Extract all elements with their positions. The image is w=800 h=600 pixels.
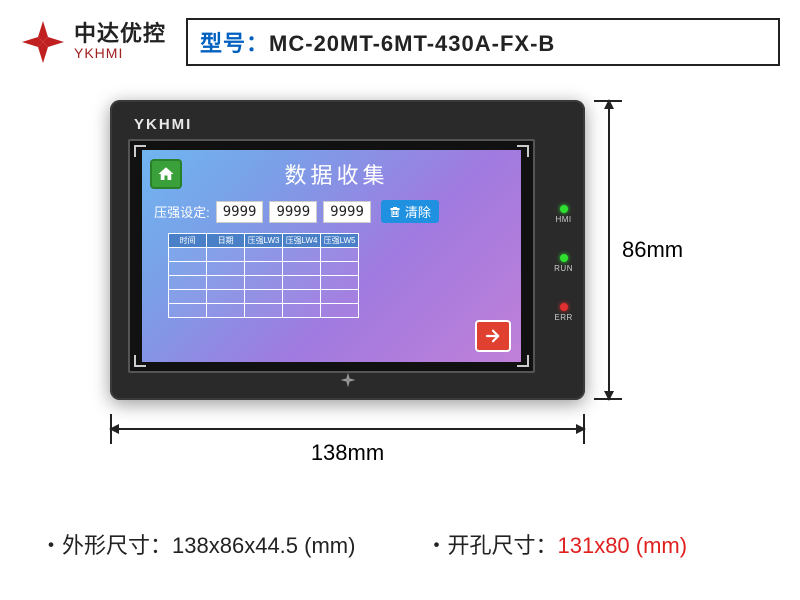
screen-title: 数据收集 bbox=[192, 158, 481, 190]
model-prefix: 型号： bbox=[200, 31, 269, 56]
led-run: RUN bbox=[554, 254, 573, 273]
screen-bezel: 数据收集 压强设定: 9999 9999 9999 清除 bbox=[128, 139, 535, 373]
led-column: HMI RUN ERR bbox=[554, 205, 573, 322]
pressure-value-1[interactable]: 9999 bbox=[216, 201, 264, 223]
brand-logo-block: 中达优控 YKHMI bbox=[20, 19, 166, 65]
pressure-label: 压强设定: bbox=[154, 202, 210, 221]
pressure-setting-row: 压强设定: 9999 9999 9999 清除 bbox=[150, 200, 513, 223]
table-cell bbox=[321, 248, 359, 262]
clear-button[interactable]: 清除 bbox=[381, 200, 439, 223]
home-button[interactable] bbox=[150, 159, 182, 189]
brand-name-cn: 中达优控 bbox=[74, 22, 166, 46]
height-value: 86mm bbox=[622, 237, 683, 263]
table-cell bbox=[283, 290, 321, 304]
pressure-value-3[interactable]: 9999 bbox=[323, 201, 371, 223]
dimension-height: 86mm bbox=[602, 100, 672, 400]
spec-cutout-value: 131x80 (mm) bbox=[557, 533, 687, 558]
device-brand-label: YKHMI bbox=[134, 116, 535, 133]
spec-cutout-label: 开孔尺寸： bbox=[425, 533, 557, 558]
table-cell bbox=[169, 290, 207, 304]
header: 中达优控 YKHMI 型号：MC-20MT-6MT-430A-FX-B bbox=[20, 18, 780, 66]
table-row bbox=[169, 290, 359, 304]
table-row bbox=[169, 304, 359, 318]
table-cell bbox=[245, 304, 283, 318]
table-cell bbox=[207, 248, 245, 262]
led-label: RUN bbox=[554, 264, 573, 273]
table-header: 时间 bbox=[169, 234, 207, 248]
table-header: 压强LW4 bbox=[283, 234, 321, 248]
model-bar: 型号：MC-20MT-6MT-430A-FX-B bbox=[186, 18, 780, 66]
table-cell bbox=[207, 276, 245, 290]
table-cell bbox=[169, 304, 207, 318]
dimension-width: 138mm bbox=[110, 410, 585, 480]
led-label: ERR bbox=[554, 313, 572, 322]
device-ornament-icon bbox=[339, 371, 357, 394]
table-cell bbox=[207, 304, 245, 318]
table-cell bbox=[245, 290, 283, 304]
table-cell bbox=[245, 248, 283, 262]
arrow-right-icon bbox=[483, 327, 503, 345]
table-cell bbox=[169, 262, 207, 276]
table-cell bbox=[169, 248, 207, 262]
table-cell bbox=[207, 262, 245, 276]
table-cell bbox=[207, 290, 245, 304]
table-row bbox=[169, 276, 359, 290]
hmi-device: YKHMI 数据收集 压强设定: 9999 9999 bbox=[110, 100, 585, 400]
pressure-value-2[interactable]: 9999 bbox=[269, 201, 317, 223]
spec-cutout: 开孔尺寸：131x80 (mm) bbox=[425, 528, 687, 560]
trash-icon bbox=[389, 206, 401, 218]
clear-label: 清除 bbox=[405, 202, 431, 221]
spec-outline-value: 138x86x44.5 (mm) bbox=[172, 533, 355, 558]
hmi-screen: 数据收集 压强设定: 9999 9999 9999 清除 bbox=[142, 150, 521, 362]
next-button[interactable] bbox=[475, 320, 511, 352]
spec-outline: 外形尺寸：138x86x44.5 (mm) bbox=[40, 528, 355, 560]
led-hmi: HMI bbox=[554, 205, 573, 224]
table-cell bbox=[283, 248, 321, 262]
led-dot-icon bbox=[560, 254, 568, 262]
model-value: MC-20MT-6MT-430A-FX-B bbox=[269, 31, 555, 56]
table-cell bbox=[321, 262, 359, 276]
width-value: 138mm bbox=[311, 440, 384, 466]
table-cell bbox=[321, 290, 359, 304]
led-label: HMI bbox=[555, 215, 571, 224]
table-cell bbox=[245, 262, 283, 276]
device-wrapper: YKHMI 数据收集 压强设定: 9999 9999 bbox=[110, 100, 585, 400]
data-table: 时间 日期 压强LW3 压强LW4 压强LW5 bbox=[168, 233, 359, 318]
brand-name-en: YKHMI bbox=[74, 46, 166, 61]
table-header: 压强LW5 bbox=[321, 234, 359, 248]
led-dot-icon bbox=[560, 303, 568, 311]
home-icon bbox=[156, 165, 176, 183]
table-cell bbox=[245, 276, 283, 290]
table-cell bbox=[283, 276, 321, 290]
table-row bbox=[169, 248, 359, 262]
table-row bbox=[169, 262, 359, 276]
led-err: ERR bbox=[554, 303, 573, 322]
brand-star-icon bbox=[20, 19, 66, 65]
table-header: 日期 bbox=[207, 234, 245, 248]
table-cell bbox=[283, 304, 321, 318]
table-cell bbox=[321, 304, 359, 318]
spec-outline-label: 外形尺寸： bbox=[40, 533, 172, 558]
table-cell bbox=[283, 262, 321, 276]
table-cell bbox=[321, 276, 359, 290]
footer-specs: 外形尺寸：138x86x44.5 (mm) 开孔尺寸：131x80 (mm) bbox=[40, 528, 760, 560]
led-dot-icon bbox=[560, 205, 568, 213]
table-cell bbox=[169, 276, 207, 290]
table-header: 压强LW3 bbox=[245, 234, 283, 248]
